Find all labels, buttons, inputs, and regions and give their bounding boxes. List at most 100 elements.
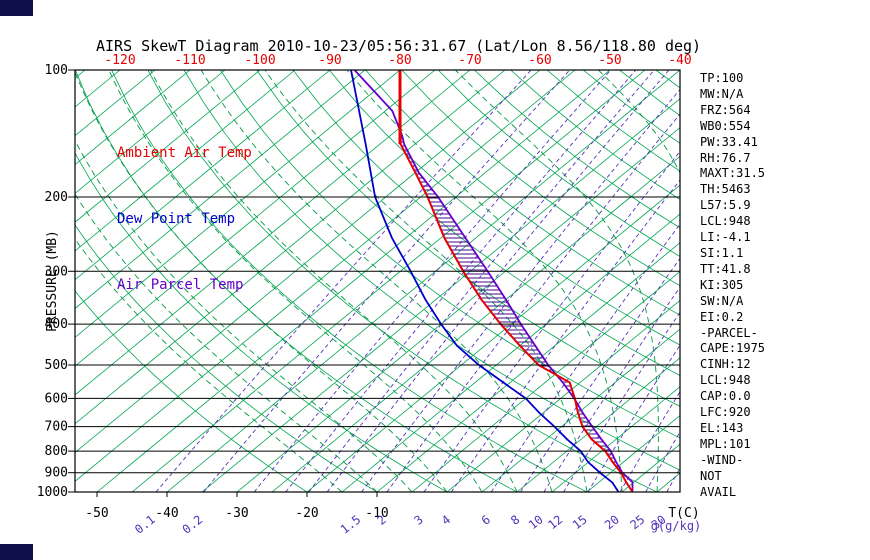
stat-line: WB0:554 — [700, 118, 751, 133]
pressure-tick-label: 1000 — [37, 485, 68, 500]
mixing-ratio-line — [520, 257, 680, 492]
legend-ambient-air-temp: Ambient Air Temp — [117, 145, 252, 161]
top-temp-label: -110 — [174, 53, 205, 68]
mixing-ratio-label: 25 — [627, 512, 647, 532]
legend-air-parcel-temp: Air Parcel Temp — [117, 277, 244, 293]
dry-adiabat-line — [75, 152, 448, 492]
stat-line: L57:5.9 — [700, 198, 751, 213]
isotherm-line — [75, 70, 261, 223]
mixing-ratio-line — [543, 286, 680, 492]
air-parcel-line — [353, 70, 634, 492]
mixing-ratio-line — [563, 311, 680, 492]
top-temp-label: -50 — [598, 53, 621, 68]
pressure-tick-label: 100 — [45, 63, 68, 78]
mixing-ratio-label: 20 — [602, 512, 622, 532]
stat-line: MW:N/A — [700, 86, 744, 101]
stat-line: -PARCEL- — [700, 325, 758, 340]
stat-line: EI:0.2 — [700, 309, 744, 324]
moist-adiabat-line — [75, 139, 413, 492]
isotherm-line — [341, 213, 680, 492]
stat-line: SI:1.1 — [700, 245, 744, 260]
pressure-tick-label: 200 — [45, 190, 68, 205]
mixing-ratio-line — [386, 113, 680, 492]
moist-adiabat-line — [598, 70, 680, 175]
mixing-ratio-label: 8 — [508, 512, 522, 527]
pressure-tick-label: 600 — [45, 391, 68, 406]
stat-line: LFC:920 — [700, 405, 751, 420]
chart-title: AIRS SkewT Diagram 2010-10-23/05:56:31.6… — [96, 37, 702, 55]
top-temp-label: -90 — [318, 53, 341, 68]
stat-line: MAXT:31.5 — [700, 166, 766, 181]
top-temp-label: -40 — [668, 53, 691, 68]
isotherm-line — [75, 70, 506, 425]
corner-artifact-bottom — [0, 544, 33, 560]
top-temp-label: -80 — [388, 53, 411, 68]
temp-axis-label: T(C) — [668, 506, 699, 521]
mixing-ratio-line — [587, 344, 680, 492]
mixing-ratio-line — [155, 70, 532, 492]
dry-adiabat-line — [510, 70, 680, 200]
stat-line: -WIND- — [700, 452, 744, 467]
top-temp-label: -70 — [458, 53, 481, 68]
isotherm-line — [271, 155, 680, 492]
stat-line: PW:33.41 — [700, 134, 758, 149]
bottom-temp-label: -20 — [295, 506, 318, 521]
pressure-tick-label: 900 — [45, 466, 68, 481]
mixing-ratio-line — [666, 467, 680, 492]
mixing-ratio-label: 15 — [570, 512, 590, 532]
isotherm-line — [131, 70, 646, 492]
isotherm-line — [75, 70, 86, 79]
isotherm-line — [446, 299, 680, 492]
ambient-temp-line — [399, 70, 634, 492]
isotherm-line — [75, 70, 471, 396]
isotherm-line — [551, 386, 680, 492]
moist-adiabat-line — [75, 238, 343, 492]
pressure-tick-label: 700 — [45, 420, 68, 435]
pressure-axis-label: PRESSURE (MB) — [45, 230, 60, 332]
corner-artifact-top — [0, 0, 33, 16]
stat-line: TT:41.8 — [700, 261, 751, 276]
moist-adiabat-line — [346, 70, 623, 492]
dry-adiabat-line — [147, 70, 658, 492]
mixing-ratio-label: 10 — [526, 512, 546, 532]
plot-area — [75, 70, 680, 492]
mixing-ratio-label: 4 — [439, 512, 453, 527]
isotherm-line — [306, 184, 680, 492]
dry-adiabat-line — [401, 70, 680, 287]
top-temp-label: -60 — [528, 53, 551, 68]
isotherm-line — [75, 70, 331, 281]
mixing-ratio-label: 6 — [479, 512, 493, 527]
stats-panel: TP:100 MW:N/A FRZ:564 WB0:554 PW:33.41 RH:76.… — [700, 71, 765, 500]
isotherm-line — [75, 70, 401, 338]
bottom-temp-label: -10 — [365, 506, 388, 521]
stat-line: MPL:101 — [700, 436, 751, 451]
moist-adiabat-line — [75, 70, 448, 492]
pressure-tick-label: 500 — [45, 358, 68, 373]
isotherm-line — [75, 70, 191, 166]
stat-line: EL:143 — [700, 420, 744, 435]
isotherm-line — [75, 70, 226, 194]
moist-adiabat-line — [200, 70, 553, 492]
top-temp-label: -100 — [244, 53, 275, 68]
dew-point-line — [350, 70, 620, 492]
isotherm-line — [411, 271, 680, 492]
top-temp-label: -120 — [104, 53, 135, 68]
dry-adiabat-line — [328, 70, 680, 346]
bottom-temp-label: -40 — [155, 506, 178, 521]
legend: Ambient Air Temp Dew Point Temp Air Parc… — [117, 98, 252, 340]
moist-adiabat-line — [150, 70, 518, 492]
stat-line: LCL:948 — [700, 214, 751, 229]
pressure-tick-label: 400 — [45, 317, 68, 332]
moist-adiabat-line — [264, 70, 588, 492]
isotherm-line — [75, 70, 296, 252]
mixing-ratio-label: 0.1 — [132, 512, 158, 536]
dry-adiabat-line — [220, 70, 680, 439]
stat-line: RH:76.7 — [700, 150, 751, 165]
isotherm-line — [481, 328, 680, 492]
isotherm-line — [75, 70, 541, 454]
mixing-ratio-label: 0.2 — [180, 512, 206, 536]
dry-adiabat-line — [111, 70, 588, 492]
moist-adiabat-line — [108, 70, 483, 492]
